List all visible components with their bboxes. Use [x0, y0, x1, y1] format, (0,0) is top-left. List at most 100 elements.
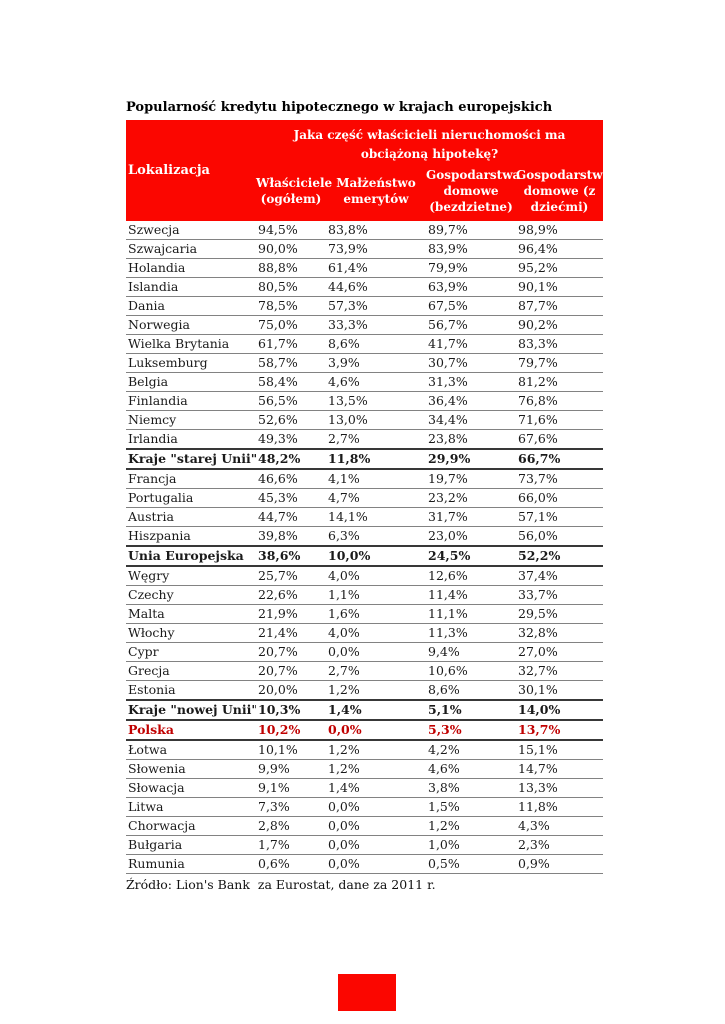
value-cell: 31,3% — [426, 372, 516, 392]
value-cell: 48,2% — [256, 448, 326, 470]
table-row: Portugalia 45,3% 4,7% 23,2% 66,0% — [126, 488, 603, 508]
value-cell: 1,5% — [426, 797, 516, 817]
value-cell: 46,6% — [256, 469, 326, 489]
value-cell: 33,7% — [516, 585, 603, 605]
table-row: Norwegia 75,0% 33,3% 56,7% 90,2% — [126, 315, 603, 335]
value-cell: 20,7% — [256, 661, 326, 681]
value-cell: 89,7% — [426, 221, 516, 240]
value-cell: 49,3% — [256, 429, 326, 450]
value-cell: 96,4% — [516, 239, 603, 259]
value-cell: 21,4% — [256, 623, 326, 643]
value-cell: 0,5% — [426, 854, 516, 874]
source-note: Źródło: Lion's Bank za Eurostat, dane za… — [126, 877, 436, 892]
value-cell: 79,7% — [516, 353, 603, 373]
table-row: Unia Europejska 38,6% 10,0% 24,5% 52,2% — [126, 545, 603, 567]
value-cell: 29,5% — [516, 604, 603, 624]
value-cell: 4,6% — [326, 372, 426, 392]
country-cell: Dania — [126, 296, 256, 316]
value-cell: 58,4% — [256, 372, 326, 392]
country-cell: Chorwacja — [126, 816, 256, 836]
page-title: Popularność kredytu hipotecznego w kraja… — [126, 100, 553, 115]
table-row: Chorwacja 2,8% 0,0% 1,2% 4,3% — [126, 816, 603, 836]
country-cell: Słowacja — [126, 778, 256, 798]
country-cell: Grecja — [126, 661, 256, 681]
value-cell: 1,4% — [326, 778, 426, 798]
value-cell: 4,3% — [516, 816, 603, 836]
column-header-retired-couples: Małżeństwo emerytów — [336, 176, 416, 206]
value-cell: 71,6% — [516, 410, 603, 430]
value-cell: 31,7% — [426, 507, 516, 527]
value-cell: 14,0% — [516, 699, 603, 721]
value-cell: 22,6% — [256, 585, 326, 605]
value-cell: 34,4% — [426, 410, 516, 430]
country-cell: Włochy — [126, 623, 256, 643]
table-row: Słowenia 9,9% 1,2% 4,6% 14,7% — [126, 759, 603, 779]
value-cell: 58,7% — [256, 353, 326, 373]
value-cell: 9,1% — [256, 778, 326, 798]
value-cell: 52,2% — [516, 545, 603, 567]
table-row: Szwecja 94,5% 83,8% 89,7% 98,9% — [126, 221, 603, 240]
value-cell: 32,7% — [516, 661, 603, 681]
country-cell: Estonia — [126, 680, 256, 701]
value-cell: 83,8% — [326, 221, 426, 240]
value-cell: 63,9% — [426, 277, 516, 297]
country-cell: Szwajcaria — [126, 239, 256, 259]
span-question-header: Jaka część właścicieli nieruchomości ma … — [293, 128, 566, 161]
value-cell: 1,2% — [326, 759, 426, 779]
value-cell: 73,7% — [516, 469, 603, 489]
value-cell: 0,9% — [516, 854, 603, 874]
value-cell: 11,8% — [326, 448, 426, 470]
value-cell: 79,9% — [426, 258, 516, 278]
country-cell: Kraje "starej Unii" — [126, 448, 256, 470]
table-row: Łotwa 10,1% 1,2% 4,2% 15,1% — [126, 740, 603, 760]
value-cell: 57,1% — [516, 507, 603, 527]
value-cell: 66,0% — [516, 488, 603, 508]
value-cell: 9,9% — [256, 759, 326, 779]
value-cell: 67,5% — [426, 296, 516, 316]
value-cell: 21,9% — [256, 604, 326, 624]
value-cell: 76,8% — [516, 391, 603, 411]
value-cell: 32,8% — [516, 623, 603, 643]
country-cell: Rumunia — [126, 854, 256, 874]
value-cell: 2,7% — [326, 661, 426, 681]
value-cell: 56,0% — [516, 526, 603, 547]
value-cell: 83,3% — [516, 334, 603, 354]
country-cell: Unia Europejska — [126, 545, 256, 567]
table-row: Hiszpania 39,8% 6,3% 23,0% 56,0% — [126, 526, 603, 547]
value-cell: 90,1% — [516, 277, 603, 297]
value-cell: 0,0% — [326, 835, 426, 855]
value-cell: 9,4% — [426, 642, 516, 662]
value-cell: 1,4% — [326, 699, 426, 721]
value-cell: 80,5% — [256, 277, 326, 297]
value-cell: 57,3% — [326, 296, 426, 316]
value-cell: 90,0% — [256, 239, 326, 259]
value-cell: 14,1% — [326, 507, 426, 527]
country-cell: Węgry — [126, 566, 256, 586]
value-cell: 56,7% — [426, 315, 516, 335]
country-cell: Słowenia — [126, 759, 256, 779]
country-cell: Austria — [126, 507, 256, 527]
country-cell: Cypr — [126, 642, 256, 662]
value-cell: 33,3% — [326, 315, 426, 335]
table-row: Holandia 88,8% 61,4% 79,9% 95,2% — [126, 258, 603, 278]
value-cell: 11,3% — [426, 623, 516, 643]
value-cell: 61,4% — [326, 258, 426, 278]
table-row: Estonia 20,0% 1,2% 8,6% 30,1% — [126, 680, 603, 701]
value-cell: 27,0% — [516, 642, 603, 662]
value-cell: 4,6% — [426, 759, 516, 779]
table-row: Litwa 7,3% 0,0% 1,5% 11,8% — [126, 797, 603, 817]
value-cell: 13,5% — [326, 391, 426, 411]
value-cell: 78,5% — [256, 296, 326, 316]
table-row: Rumunia 0,6% 0,0% 0,5% 0,9% — [126, 854, 603, 874]
value-cell: 4,7% — [326, 488, 426, 508]
value-cell: 5,3% — [426, 719, 516, 741]
table-row: Belgia 58,4% 4,6% 31,3% 81,2% — [126, 372, 603, 392]
value-cell: 87,7% — [516, 296, 603, 316]
value-cell: 90,2% — [516, 315, 603, 335]
value-cell: 81,2% — [516, 372, 603, 392]
table-row: Islandia 80,5% 44,6% 63,9% 90,1% — [126, 277, 603, 297]
value-cell: 2,3% — [516, 835, 603, 855]
value-cell: 0,0% — [326, 719, 426, 741]
country-cell: Belgia — [126, 372, 256, 392]
value-cell: 13,0% — [326, 410, 426, 430]
